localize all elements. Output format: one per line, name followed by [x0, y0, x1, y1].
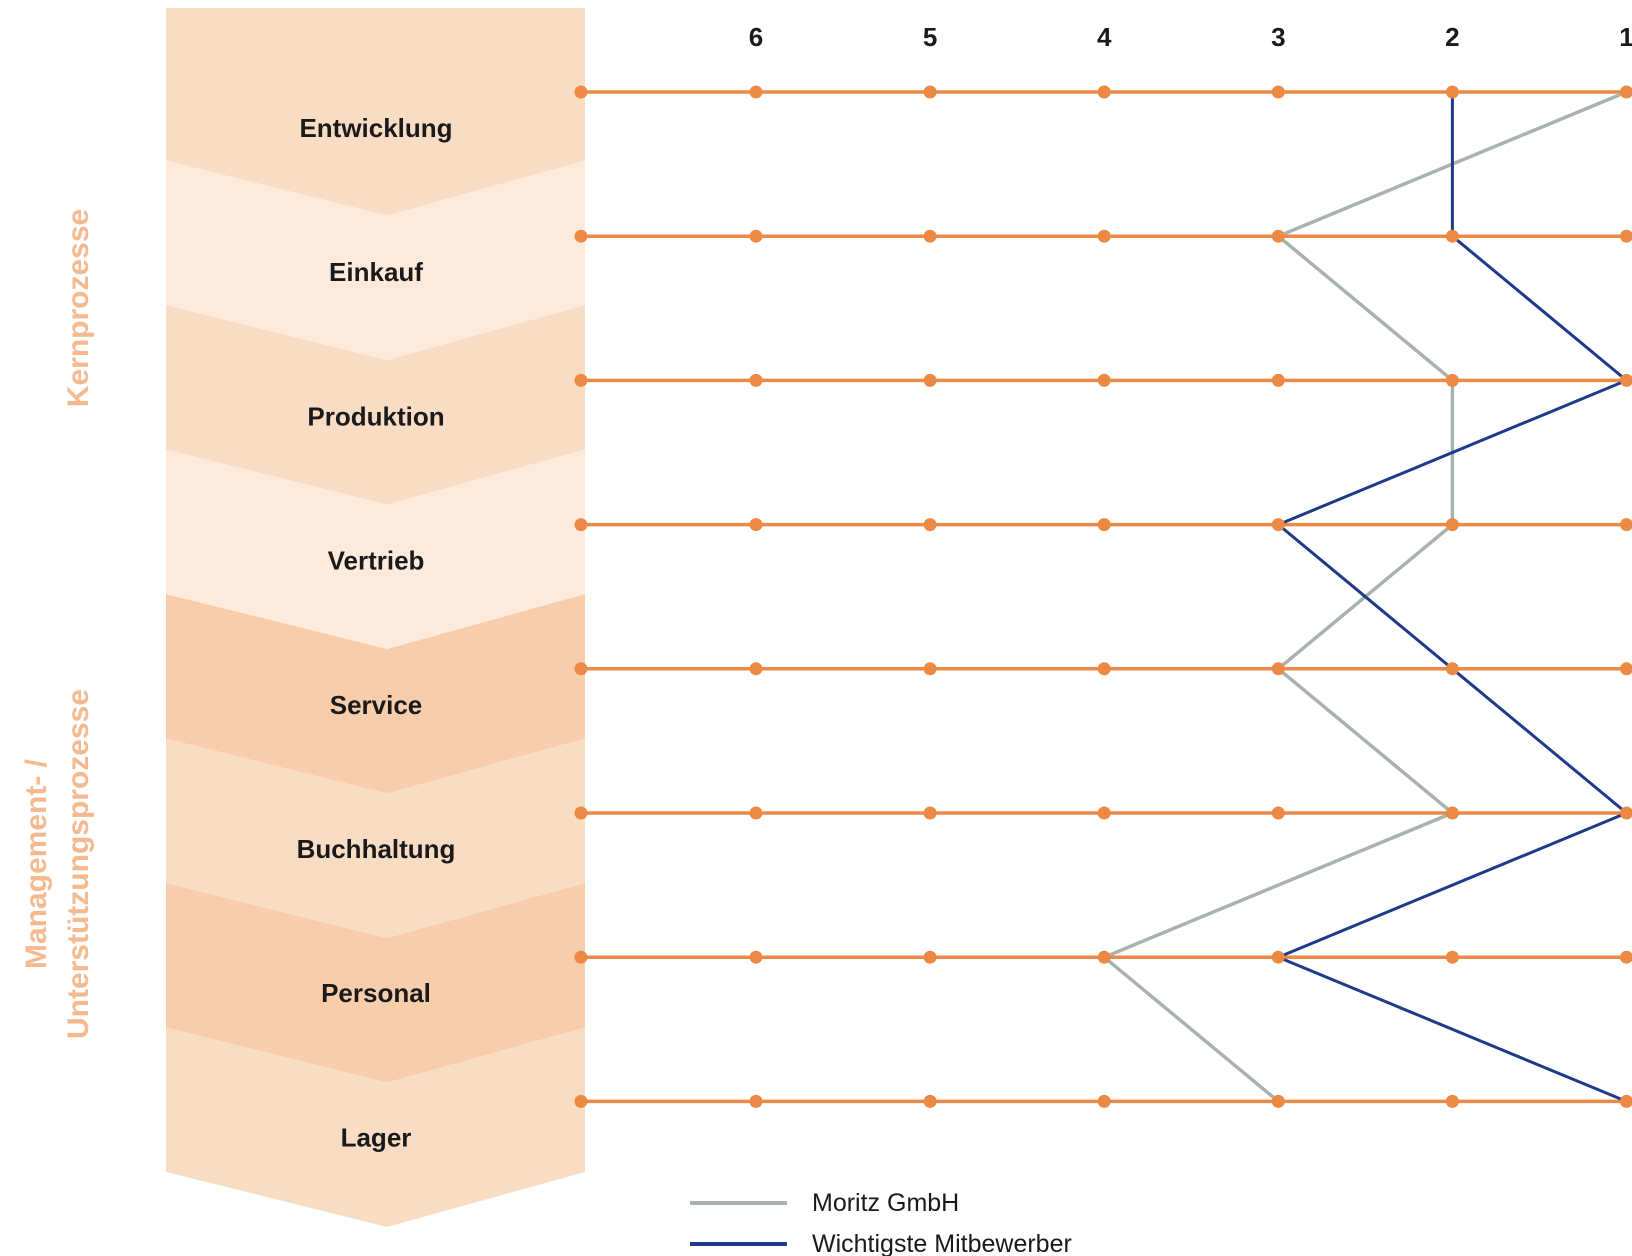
- legend: Moritz GmbH Wichtigste Mitbewerber: [690, 1189, 1072, 1256]
- grid-point-entwicklung-6: [1620, 86, 1632, 99]
- stage-label-service: Service: [330, 690, 423, 720]
- stage-label-einkauf: Einkauf: [329, 257, 423, 287]
- grid-point-service-6: [1620, 662, 1632, 675]
- grid-point-produktion-5: [1446, 374, 1459, 387]
- column-label-5: 5: [923, 22, 937, 52]
- group-labels: Kernprozesse Management- / Unterstützung…: [20, 209, 95, 1039]
- grid-point-service-0: [575, 662, 588, 675]
- stage-label-entwicklung: Entwicklung: [299, 113, 452, 143]
- legend-label-moritz: Moritz GmbH: [812, 1189, 959, 1217]
- grid-point-entwicklung-5: [1446, 86, 1459, 99]
- grid-point-service-4: [1272, 662, 1285, 675]
- column-labels: 6 5 4 3 2 1: [749, 22, 1632, 52]
- column-label-1: 1: [1619, 22, 1632, 52]
- group-label-kernprozesse: Kernprozesse: [62, 209, 95, 407]
- grid-point-einkauf-3: [1098, 230, 1111, 243]
- grid-point-einkauf-5: [1446, 230, 1459, 243]
- grid-point-einkauf-6: [1620, 230, 1632, 243]
- column-label-2: 2: [1445, 22, 1459, 52]
- grid-point-personal-5: [1446, 951, 1459, 964]
- grid-point-produktion-2: [924, 374, 937, 387]
- grid-point-produktion-0: [575, 374, 588, 387]
- grid-point-entwicklung-2: [924, 86, 937, 99]
- grid-point-personal-3: [1098, 951, 1111, 964]
- grid-point-lager-3: [1098, 1095, 1111, 1108]
- column-label-4: 4: [1097, 22, 1112, 52]
- grid-point-einkauf-2: [924, 230, 937, 243]
- group-label-management-line2: Unterstützungsprozesse: [62, 689, 95, 1039]
- grid-point-lager-2: [924, 1095, 937, 1108]
- grid-point-einkauf-0: [575, 230, 588, 243]
- grid-point-personal-4: [1272, 951, 1285, 964]
- legend-label-competitor: Wichtigste Mitbewerber: [812, 1230, 1072, 1256]
- grid-point-vertrieb-1: [750, 518, 763, 531]
- grid-point-lager-0: [575, 1095, 588, 1108]
- grid-point-vertrieb-3: [1098, 518, 1111, 531]
- grid-point-vertrieb-5: [1446, 518, 1459, 531]
- grid-point-personal-6: [1620, 951, 1632, 964]
- grid-point-service-3: [1098, 662, 1111, 675]
- grid-point-vertrieb-4: [1272, 518, 1285, 531]
- grid-point-buchhaltung-4: [1272, 807, 1285, 820]
- grid-point-buchhaltung-2: [924, 807, 937, 820]
- stage-label-lager: Lager: [341, 1122, 412, 1152]
- grid-point-service-1: [750, 662, 763, 675]
- series-lines: [1104, 92, 1626, 1101]
- grid-point-einkauf-1: [750, 230, 763, 243]
- grid-point-lager-6: [1620, 1095, 1632, 1108]
- grid-points: [575, 86, 1632, 1108]
- grid-point-lager-5: [1446, 1095, 1459, 1108]
- stage-label-buchhaltung: Buchhaltung: [297, 834, 456, 864]
- column-label-6: 6: [749, 22, 763, 52]
- stage-label-vertrieb: Vertrieb: [328, 546, 425, 576]
- grid-point-entwicklung-1: [750, 86, 763, 99]
- grid-point-buchhaltung-5: [1446, 807, 1459, 820]
- grid-point-lager-4: [1272, 1095, 1285, 1108]
- grid-point-personal-1: [750, 951, 763, 964]
- stage-label-produktion: Produktion: [307, 401, 444, 431]
- grid-point-personal-0: [575, 951, 588, 964]
- grid-point-entwicklung-4: [1272, 86, 1285, 99]
- grid-point-buchhaltung-0: [575, 807, 588, 820]
- grid-point-lager-1: [750, 1095, 763, 1108]
- grid-point-produktion-4: [1272, 374, 1285, 387]
- grid-point-vertrieb-6: [1620, 518, 1632, 531]
- rating-grid: [581, 92, 1628, 1101]
- column-label-3: 3: [1271, 22, 1285, 52]
- grid-point-buchhaltung-1: [750, 807, 763, 820]
- grid-point-produktion-3: [1098, 374, 1111, 387]
- grid-point-personal-2: [924, 951, 937, 964]
- grid-point-service-5: [1446, 662, 1459, 675]
- grid-point-produktion-1: [750, 374, 763, 387]
- grid-point-einkauf-4: [1272, 230, 1285, 243]
- grid-point-service-2: [924, 662, 937, 675]
- stage-label-personal: Personal: [321, 978, 431, 1008]
- grid-point-entwicklung-3: [1098, 86, 1111, 99]
- process-chevrons: [166, 8, 585, 1227]
- group-label-management-line1: Management- /: [20, 758, 53, 969]
- grid-point-vertrieb-0: [575, 518, 588, 531]
- grid-point-entwicklung-0: [575, 86, 588, 99]
- grid-point-vertrieb-2: [924, 518, 937, 531]
- series-line-wichtigste-mitbewerber: [1278, 92, 1626, 1101]
- grid-point-buchhaltung-3: [1098, 807, 1111, 820]
